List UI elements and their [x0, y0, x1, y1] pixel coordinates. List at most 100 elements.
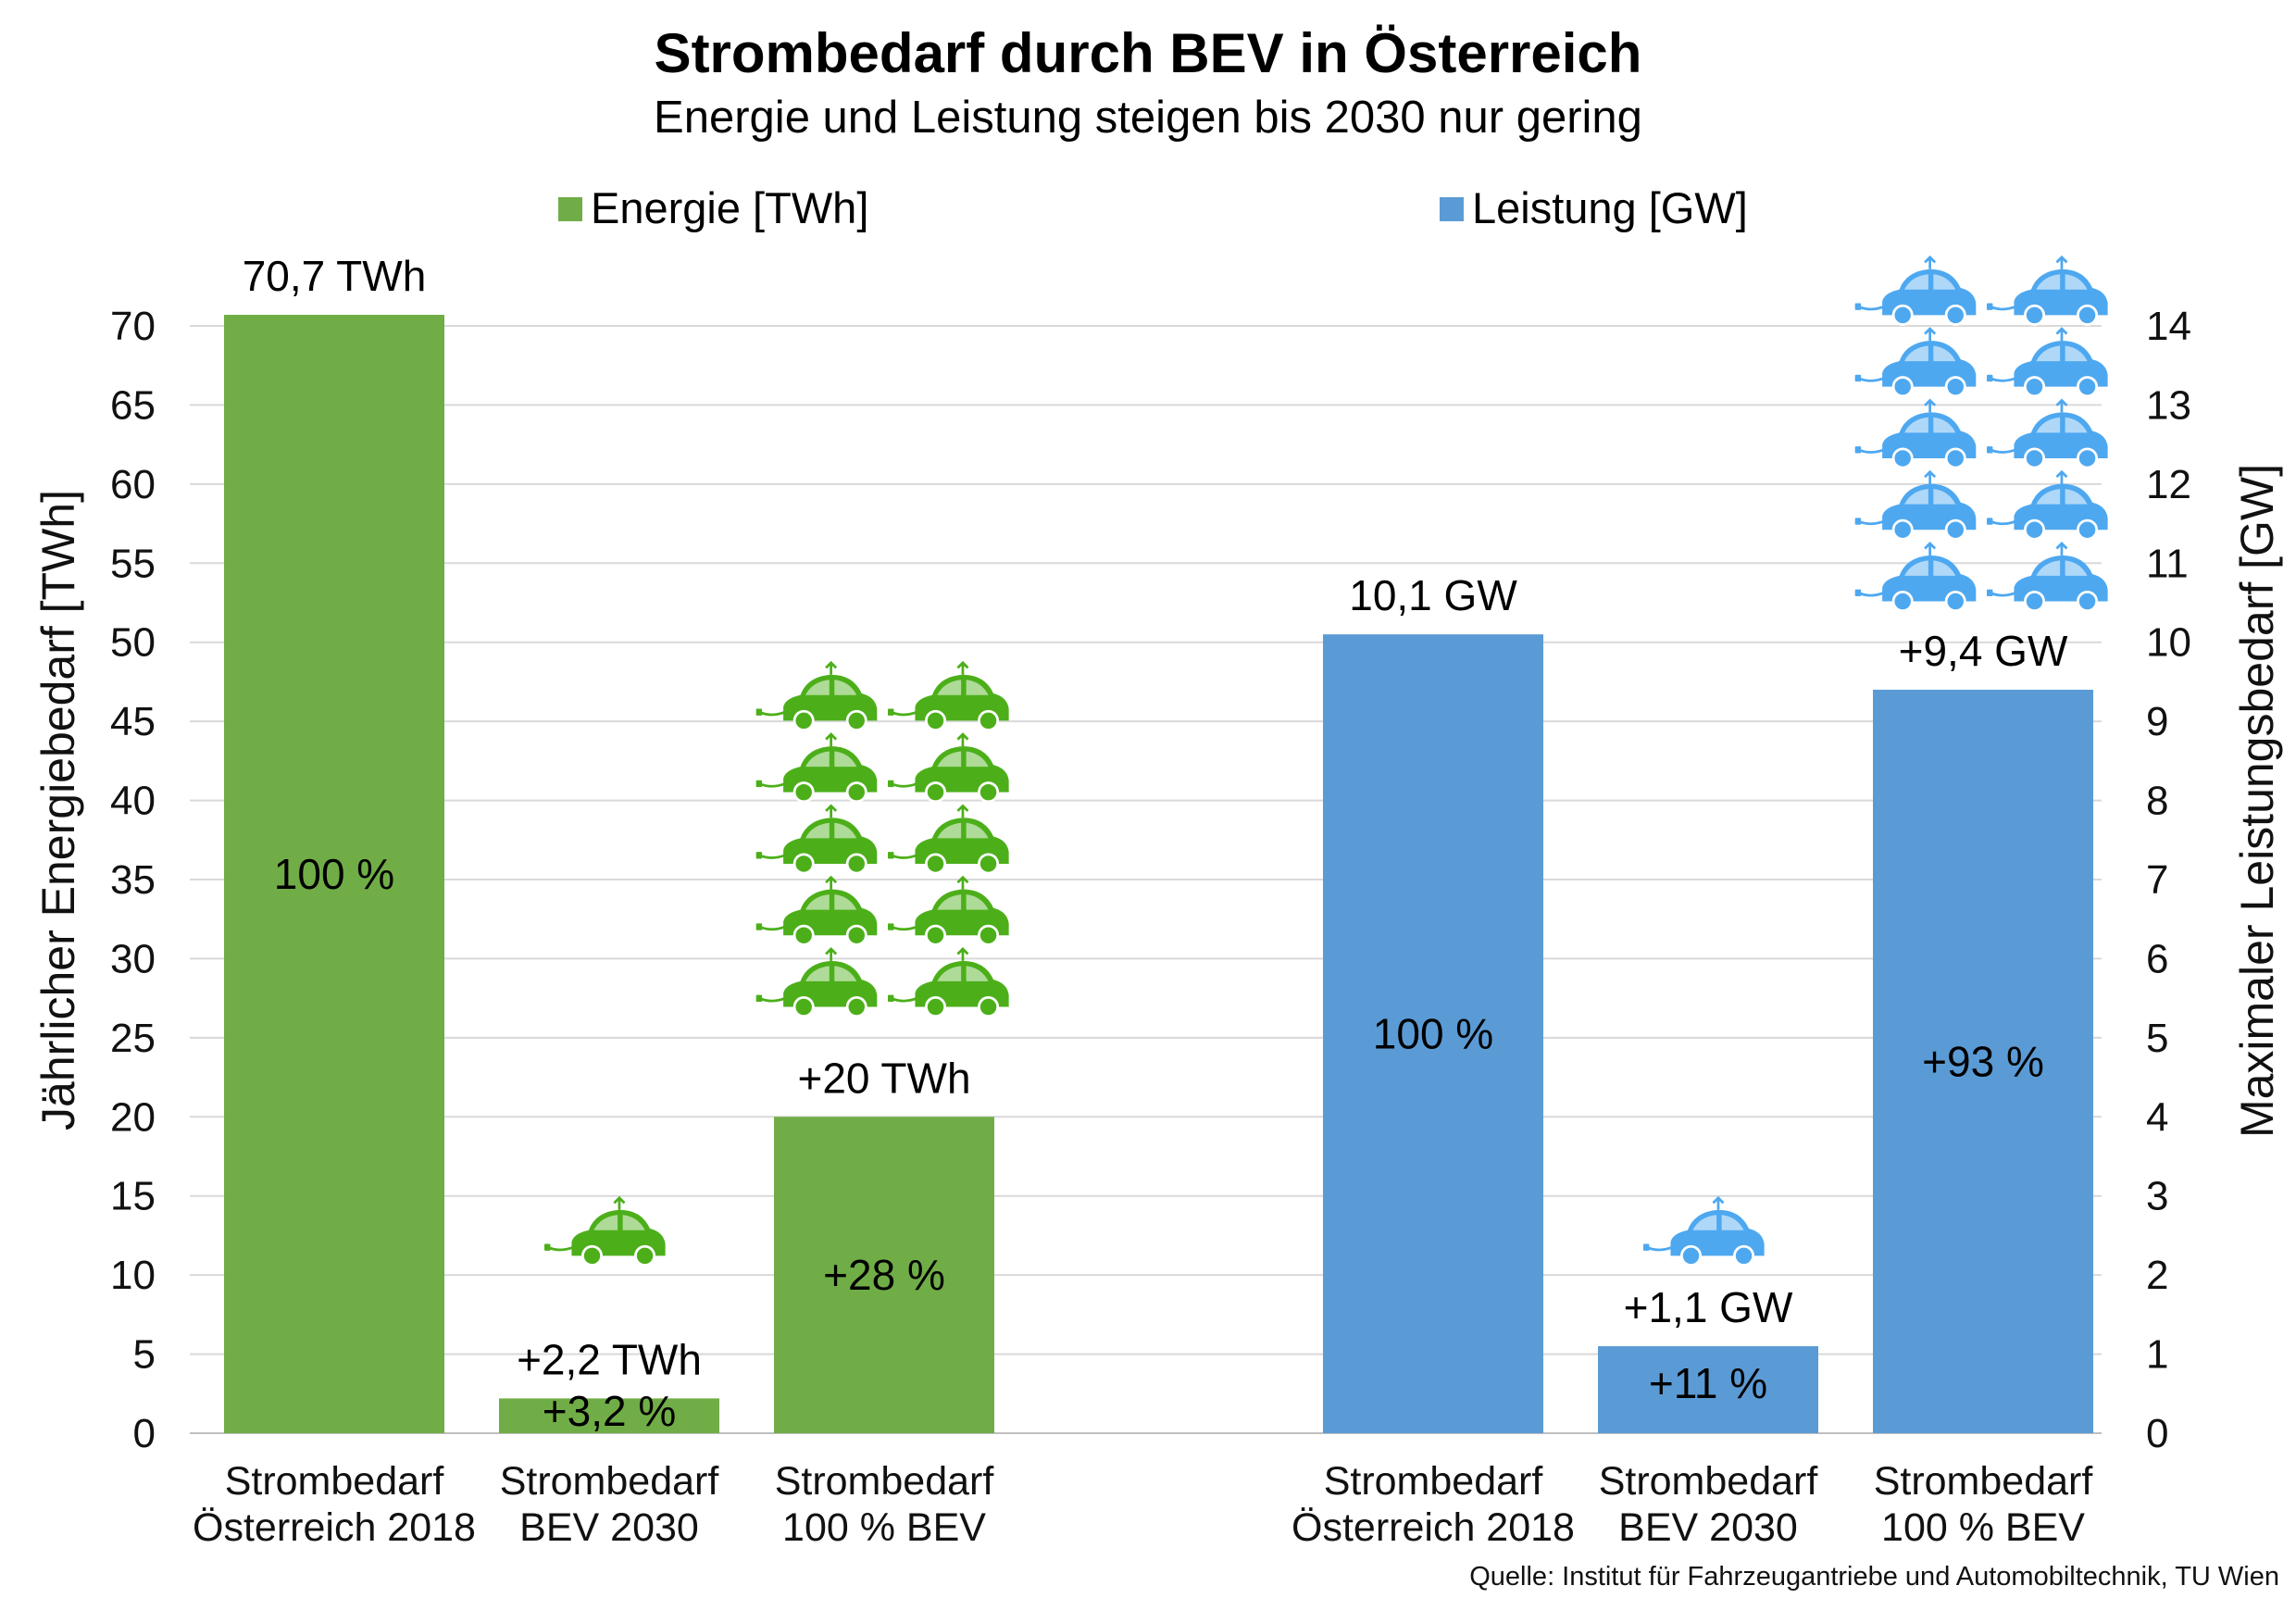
- car-wheel: [925, 781, 947, 804]
- car-body: [783, 818, 878, 864]
- left-tick-label: 70: [110, 304, 156, 349]
- car-body: [2014, 483, 2108, 531]
- car-wheel: [634, 1244, 656, 1267]
- right-tick-label: 2: [2146, 1253, 2168, 1298]
- car-icons: [544, 255, 2108, 1267]
- car-cable: [547, 1245, 574, 1252]
- left-tick-label: 0: [133, 1411, 156, 1456]
- car-plug: [888, 994, 894, 1002]
- right-tick-label: 8: [2146, 779, 2168, 824]
- car-window-front: [937, 894, 962, 910]
- data-label: 10,1 GW: [1349, 571, 1517, 619]
- car-cable: [1990, 519, 2016, 526]
- car-cable: [1990, 377, 2016, 382]
- car-wheel: [978, 709, 1000, 731]
- bar: [1323, 634, 1543, 1433]
- right-axis-title: Maximaler Leistungsbedarf [GW]: [2231, 464, 2283, 1138]
- car-wheel: [792, 709, 815, 731]
- car-plug: [755, 780, 763, 788]
- right-tick-label: 6: [2146, 936, 2168, 981]
- car-window-front: [937, 966, 962, 981]
- car-wheel: [2077, 518, 2099, 541]
- car-body: [2014, 268, 2108, 316]
- car-wheel: [925, 709, 947, 731]
- car-cable: [1857, 448, 1885, 454]
- car-icon: [1854, 469, 1977, 541]
- car-icon: [1987, 542, 2108, 613]
- car-body: [2014, 412, 2108, 458]
- car-window-rear: [2065, 489, 2088, 505]
- car-body: [783, 746, 878, 793]
- car-window-rear: [1933, 560, 1956, 576]
- car-window-front: [937, 751, 962, 768]
- car-body: [2014, 555, 2108, 602]
- right-tick-label: 11: [2146, 541, 2189, 586]
- car-icon: [888, 660, 1009, 731]
- car-wheel: [792, 996, 815, 1018]
- car-window-rear: [2065, 274, 2088, 290]
- car-icon: [755, 804, 878, 875]
- data-label: +9,4 GW: [1899, 627, 2068, 675]
- car-wheel: [845, 709, 867, 731]
- car-window-rear: [1721, 1215, 1744, 1230]
- car-wheel: [2077, 591, 2099, 613]
- car-body: [1882, 412, 1977, 458]
- car-cable: [1857, 519, 1885, 526]
- car-window-front: [1904, 417, 1928, 433]
- car-body: [783, 889, 878, 936]
- car-window-rear: [834, 822, 857, 839]
- car-icon: [1987, 255, 2108, 326]
- car-window-front: [2036, 489, 2061, 505]
- car-charge-sign: [1924, 327, 1937, 341]
- car-plug: [1987, 374, 1993, 382]
- car-charge-sign: [1924, 469, 1937, 484]
- car-body: [915, 746, 1009, 793]
- car-wheel: [2024, 591, 2046, 613]
- car-window-rear: [966, 966, 989, 981]
- car-charge-sign: [2055, 469, 2068, 484]
- chart-title: Strombedarf durch BEV in Österreich: [655, 22, 1642, 84]
- car-plug: [755, 923, 763, 930]
- car-icon: [888, 875, 1009, 946]
- left-tick-label: 50: [110, 620, 156, 666]
- right-tick-label: 1: [2146, 1332, 2168, 1378]
- bar: [774, 1117, 994, 1433]
- car-wheel: [1891, 376, 1914, 398]
- category-label: Strombedarf: [1874, 1459, 2094, 1504]
- car-body: [1882, 483, 1977, 531]
- percent-label: +11 %: [1649, 1359, 1767, 1407]
- car-body: [2014, 341, 2108, 387]
- car-wheel: [1944, 591, 1966, 613]
- car-charge-sign: [956, 875, 969, 890]
- data-label: +1,1 GW: [1624, 1283, 1793, 1331]
- car-wheel: [1944, 304, 1966, 326]
- car-wheel: [925, 996, 947, 1018]
- data-label: 70,7 TWh: [243, 252, 427, 300]
- car-window-rear: [2065, 345, 2088, 362]
- car-body: [1882, 268, 1977, 316]
- car-wheel: [2024, 304, 2046, 326]
- car-plug: [888, 923, 894, 930]
- car-charge-sign: [613, 1195, 626, 1210]
- car-cable: [1990, 305, 2016, 311]
- car-window-rear: [834, 680, 857, 695]
- car-body: [1882, 555, 1977, 602]
- car-plug: [1854, 303, 1862, 310]
- car-window-rear: [1933, 417, 1956, 433]
- right-tick-label: 3: [2146, 1174, 2168, 1219]
- car-wheel: [925, 924, 947, 946]
- car-window-front: [2036, 417, 2061, 433]
- car-wheel: [978, 996, 1000, 1018]
- category-label: Strombedarf: [1599, 1459, 1819, 1504]
- car-charge-sign: [2055, 398, 2068, 413]
- data-label: +2,2 TWh: [517, 1335, 702, 1383]
- left-tick-label: 10: [110, 1253, 156, 1298]
- right-tick-label: 12: [2146, 462, 2191, 507]
- car-wheel: [2024, 518, 2046, 541]
- car-charge-sign: [956, 804, 969, 818]
- left-tick-label: 45: [110, 699, 156, 744]
- data-label: +20 TWh: [797, 1054, 970, 1102]
- car-wheel: [1680, 1244, 1703, 1267]
